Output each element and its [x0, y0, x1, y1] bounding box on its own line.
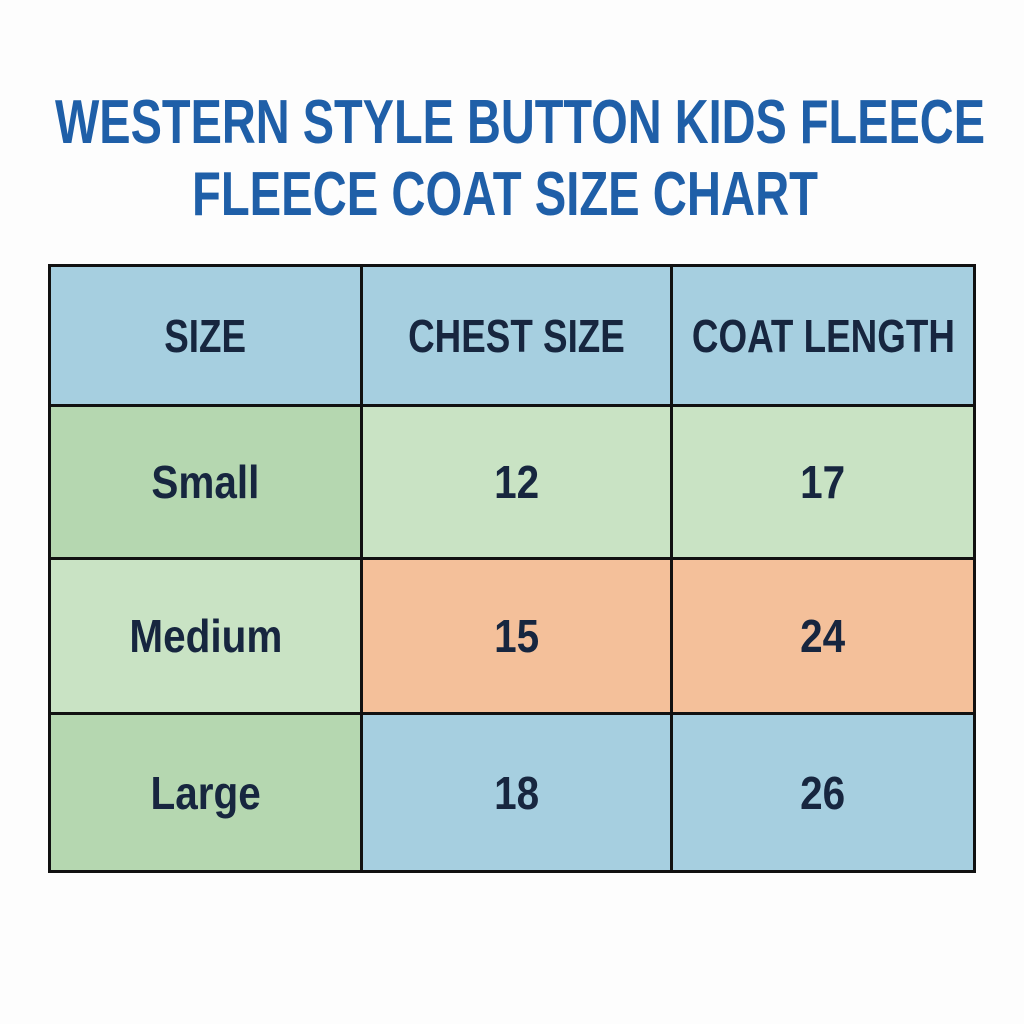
cell: Medium — [51, 560, 360, 712]
cell-text: 17 — [800, 456, 846, 508]
size-table: SIZE CHEST SIZE COAT LENGTH Small 12 17 … — [48, 264, 976, 873]
cell: 12 — [363, 407, 670, 557]
cell: 17 — [673, 407, 973, 557]
title-line: WESTERN STYLE BUTTON KIDS FLEECE — [55, 88, 985, 157]
cell-text: 15 — [493, 610, 540, 662]
cell-text: Medium — [129, 610, 282, 662]
header-text: CHEST SIZE — [408, 309, 625, 362]
cell: Small — [51, 407, 360, 557]
header-cell: COAT LENGTH — [673, 267, 973, 404]
cell: 18 — [363, 715, 670, 870]
cell-text: Large — [150, 766, 261, 819]
cell: Large — [51, 715, 360, 870]
cell-text: 24 — [800, 610, 846, 662]
cell: 15 — [363, 560, 670, 712]
cell: 24 — [673, 560, 973, 712]
header-cell: CHEST SIZE — [363, 267, 670, 404]
title: WESTERN STYLE BUTTON KIDS FLEECE FLEECE … — [55, 88, 985, 229]
header-cell: SIZE — [51, 267, 360, 404]
cell-text: 18 — [493, 766, 540, 819]
cell-text: Small — [151, 456, 260, 508]
cell: 26 — [673, 715, 973, 870]
header-text: COAT LENGTH — [691, 309, 955, 362]
cell-text: 12 — [493, 456, 540, 508]
cell-text: 26 — [800, 766, 846, 819]
title-line: FLEECE COAT SIZE CHART — [192, 160, 818, 229]
header-text: SIZE — [164, 309, 247, 362]
